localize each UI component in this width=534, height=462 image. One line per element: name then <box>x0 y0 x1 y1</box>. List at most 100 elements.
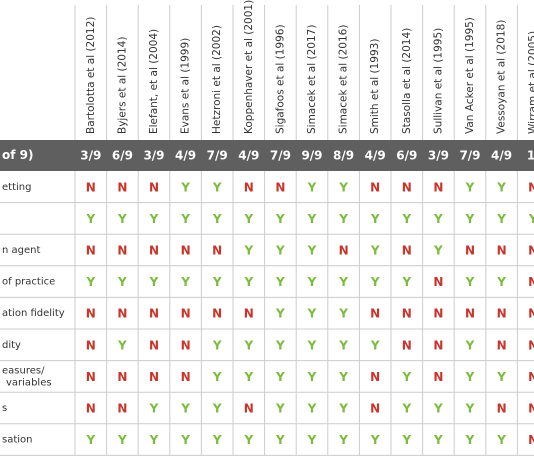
cell: Y <box>307 307 317 321</box>
cell: Y <box>117 433 127 447</box>
column-header: Evans et al (1999) <box>180 38 192 134</box>
cell: N <box>528 402 534 416</box>
cell: Y <box>243 433 253 447</box>
cell: Y <box>307 370 317 384</box>
cell: Y <box>85 212 95 226</box>
cell: N <box>433 338 443 352</box>
cell: N <box>528 433 534 447</box>
cell: Y <box>149 402 159 416</box>
cell: Y <box>528 212 534 226</box>
cell: Y <box>149 212 159 226</box>
cell: Y <box>243 338 253 352</box>
cell: Y <box>180 402 190 416</box>
cell: N <box>370 370 380 384</box>
column-header: Vessoyan et al (2018) <box>496 20 508 134</box>
score: 3/9 <box>143 149 164 163</box>
cell: Y <box>433 402 443 416</box>
cell: Y <box>243 275 253 289</box>
column-header: Wirram et al (2005) <box>527 31 534 134</box>
cell: Y <box>243 244 253 258</box>
cell: Y <box>401 212 411 226</box>
row-label: etting <box>2 182 31 193</box>
cell: Y <box>465 433 475 447</box>
cell: Y <box>180 433 190 447</box>
score: 3/9 <box>80 149 101 163</box>
cell: N <box>149 307 159 321</box>
cell: Y <box>433 244 443 258</box>
cell: N <box>86 338 96 352</box>
cell: Y <box>180 180 190 194</box>
cell: N <box>528 370 534 384</box>
cell: N <box>402 180 412 194</box>
cell: Y <box>275 370 285 384</box>
cell: Y <box>338 370 348 384</box>
cell: Y <box>496 433 506 447</box>
cell: N <box>465 244 475 258</box>
row-label: of practice <box>2 277 55 288</box>
cell: N <box>117 370 127 384</box>
cell: Y <box>117 275 127 289</box>
cell: Y <box>212 433 222 447</box>
cell: Y <box>370 244 380 258</box>
score-label: of 9) <box>2 148 33 162</box>
row-label: easures/ <box>2 365 45 376</box>
cell: Y <box>212 180 222 194</box>
cell: Y <box>370 433 380 447</box>
cell: Y <box>496 370 506 384</box>
cell: Y <box>338 180 348 194</box>
cell: N <box>212 244 222 258</box>
column-header: Bartolotta et al (2012) <box>85 17 97 134</box>
cell: Y <box>338 433 348 447</box>
column-header: Simacek et al (2017) <box>306 25 318 134</box>
column-header: Elefant, et al (2004) <box>148 29 160 134</box>
cell: N <box>528 338 534 352</box>
cell: Y <box>180 275 190 289</box>
cell: Y <box>275 307 285 321</box>
column-header: Sigafoos et al (1996) <box>274 24 286 134</box>
cell: Y <box>307 433 317 447</box>
cell: Y <box>307 338 317 352</box>
cell: N <box>370 402 380 416</box>
cell: Y <box>212 212 222 226</box>
cell: Y <box>465 212 475 226</box>
cell: N <box>433 307 443 321</box>
column-header: Smith et al (1993) <box>369 39 381 134</box>
cell: Y <box>117 338 127 352</box>
cell: Y <box>275 433 285 447</box>
row-label: s <box>2 403 7 414</box>
cell: N <box>465 307 475 321</box>
cell: Y <box>370 338 380 352</box>
score: 4/9 <box>238 149 259 163</box>
cell: N <box>181 338 191 352</box>
cell: N <box>86 307 96 321</box>
cell: Y <box>465 370 475 384</box>
cell: N <box>528 307 534 321</box>
score: 6/9 <box>396 149 417 163</box>
cell: N <box>86 244 96 258</box>
cell: N <box>244 307 254 321</box>
cell: Y <box>85 275 95 289</box>
cell: Y <box>496 180 506 194</box>
cell: Y <box>307 402 317 416</box>
cell: N <box>370 307 380 321</box>
cell: Y <box>117 212 127 226</box>
cell: N <box>117 180 127 194</box>
cell: Y <box>465 338 475 352</box>
cell: N <box>497 338 507 352</box>
score: 8/9 <box>333 149 354 163</box>
row-label: n agent <box>2 245 40 256</box>
cell: N <box>497 307 507 321</box>
score: 1/ <box>527 149 534 163</box>
column-header: Koppenhaver et al (2001) <box>243 0 255 134</box>
cell: N <box>497 402 507 416</box>
cell: Y <box>338 402 348 416</box>
cell: N <box>86 370 96 384</box>
cell: Y <box>433 433 443 447</box>
cell: N <box>117 402 127 416</box>
cell: N <box>370 180 380 194</box>
cell: N <box>149 370 159 384</box>
column-header: Stasolla et al (2014) <box>401 28 413 134</box>
cell: N <box>117 307 127 321</box>
column-header: Sullivan et al (1995) <box>432 28 444 134</box>
